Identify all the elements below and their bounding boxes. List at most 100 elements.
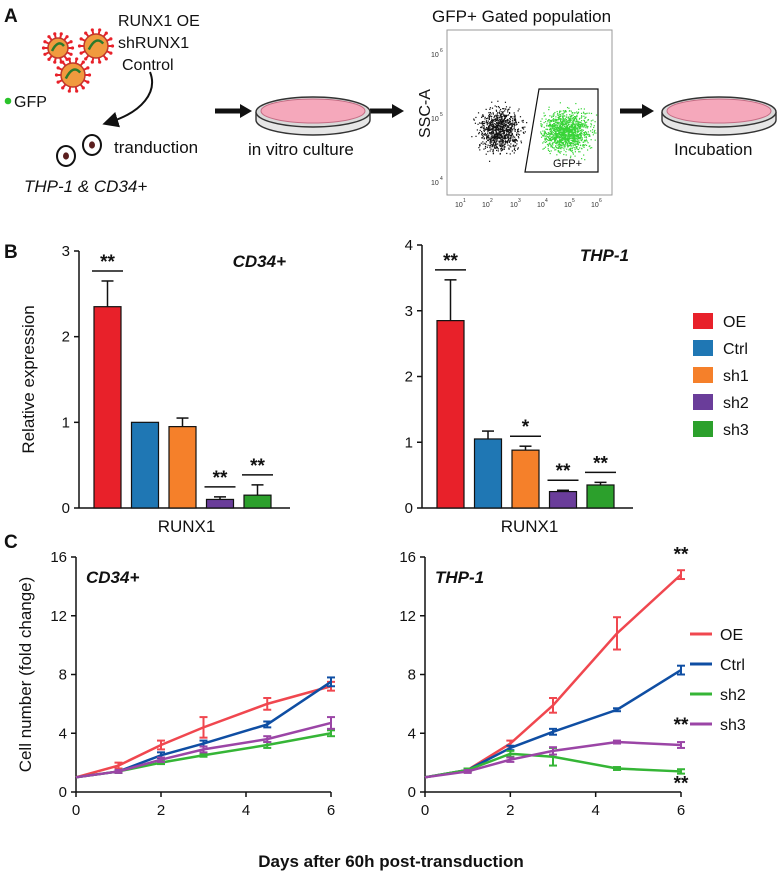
flow-gfp-dot xyxy=(560,122,562,124)
flow-dot xyxy=(492,153,495,155)
flow-gfp-dot xyxy=(566,141,568,144)
flow-gfp-dot xyxy=(575,126,577,128)
flow-gfp-dot xyxy=(571,130,573,132)
flow-dot xyxy=(507,118,509,121)
flow-gfp-dot xyxy=(576,119,578,121)
x-axis-label: RUNX1 xyxy=(501,517,559,536)
flow-dot xyxy=(496,119,498,121)
flow-dot xyxy=(495,147,497,149)
flow-gfp-dot xyxy=(588,112,590,114)
flow-gfp-dot xyxy=(572,127,574,129)
flow-dot xyxy=(508,141,511,143)
flow-dot xyxy=(487,150,489,153)
flow-dot xyxy=(508,133,510,135)
flow-dot xyxy=(501,145,503,148)
flow-gfp-dot xyxy=(560,134,562,136)
flow-dot xyxy=(497,105,500,108)
flow-xtick: 10 xyxy=(455,202,463,209)
flow-dot xyxy=(490,142,492,144)
flow-gfp-dot xyxy=(573,129,575,131)
flow-dot xyxy=(501,119,503,121)
flow-gfp-dot xyxy=(568,137,570,139)
flow-gfp-dot xyxy=(574,116,576,119)
flow-dot xyxy=(516,123,518,125)
flow-dot xyxy=(484,147,487,149)
bar-ctrl xyxy=(473,438,503,509)
flow-dot xyxy=(506,121,508,123)
flow-gfp-dot xyxy=(570,155,572,157)
flow-gfp-dot xyxy=(541,118,543,120)
flow-gfp-dot xyxy=(577,143,579,145)
flow-gfp-dot xyxy=(564,129,566,131)
flow-gfp-dot xyxy=(562,130,564,132)
flow-dot xyxy=(509,128,511,130)
flow-gfp-dot xyxy=(576,114,578,117)
flow-gfp-dot xyxy=(581,129,583,131)
flow-dot xyxy=(500,145,502,147)
flow-dot xyxy=(499,110,501,112)
flow-gfp-dot xyxy=(544,132,546,134)
flow-dot xyxy=(494,133,496,135)
flow-gfp-dot xyxy=(580,135,582,137)
flow-gfp-dot xyxy=(544,137,546,140)
flow-gfp-dot xyxy=(567,145,569,147)
flow-dot xyxy=(496,116,498,119)
flow-ytick: 10 xyxy=(431,116,439,123)
flow-gfp-dot xyxy=(565,131,568,133)
flow-gfp-dot xyxy=(595,132,597,134)
flow-gfp-dot xyxy=(544,131,547,134)
flow-gfp-dot xyxy=(580,108,582,110)
flow-dot xyxy=(485,128,487,130)
flow-gfp-dot xyxy=(585,137,588,139)
flow-gfp-dot xyxy=(576,131,578,133)
flow-gfp-dot xyxy=(540,123,542,125)
flow-dot xyxy=(498,122,501,124)
flow-dot xyxy=(486,137,488,140)
flow-dot xyxy=(503,147,505,149)
flow-dot xyxy=(491,107,494,109)
flow-gfp-dot xyxy=(558,143,561,146)
flow-gfp-dot xyxy=(562,144,564,146)
flow-dot xyxy=(506,122,508,124)
chart-title: THP-1 xyxy=(580,246,629,265)
flow-gfp-dot xyxy=(566,120,568,122)
flow-gfp-dot xyxy=(577,120,579,122)
flow-gfp-dot xyxy=(553,141,555,143)
flow-gfp-dot xyxy=(543,132,545,134)
flow-gfp-dot xyxy=(553,127,555,129)
shared-x-axis-label: Days after 60h post-transduction xyxy=(258,852,523,871)
flow-gfp-dot xyxy=(572,137,574,139)
flow-gfp-dot xyxy=(572,119,574,121)
flow-dot xyxy=(492,129,494,131)
flow-dot xyxy=(514,149,516,152)
flow-dot xyxy=(504,124,506,127)
flow-dot xyxy=(491,137,493,140)
flow-gfp-dot xyxy=(552,144,554,146)
flow-dot xyxy=(492,126,494,128)
flow-gfp-dot xyxy=(580,140,583,142)
flow-dot xyxy=(488,137,490,139)
flow-gfp-dot xyxy=(566,106,569,109)
flow-dot xyxy=(513,144,515,146)
flow-dot xyxy=(510,146,512,148)
flow-gfp-dot xyxy=(549,139,551,141)
significance-stars: ** xyxy=(556,461,571,482)
flow-dot xyxy=(477,123,479,125)
flow-dot xyxy=(500,136,503,138)
virus-particle-icon xyxy=(77,28,115,64)
flow-gfp-dot xyxy=(585,127,587,129)
flow-dot xyxy=(509,137,511,139)
bar-legend: OE Ctrl sh1 sh2 sh3 xyxy=(693,313,749,439)
flow-gfp-dot xyxy=(568,127,571,129)
flow-gfp-dot xyxy=(565,125,567,127)
flow-dot xyxy=(488,128,490,130)
flow-dot xyxy=(512,145,514,147)
flow-dot xyxy=(508,112,511,114)
flow-gfp-dot xyxy=(543,115,545,117)
flow-gfp-dot xyxy=(556,133,558,136)
flow-dot xyxy=(499,134,501,136)
flow-dot xyxy=(497,134,499,136)
flow-gfp-dot xyxy=(582,144,585,146)
series-line-sh3 xyxy=(424,740,682,779)
flow-gfp-dot xyxy=(566,116,568,118)
